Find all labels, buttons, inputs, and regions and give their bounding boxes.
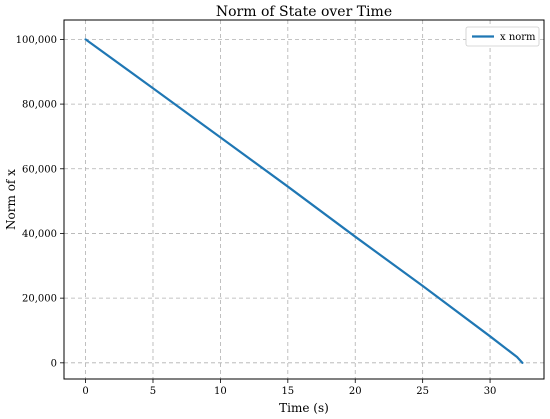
x-tick-label: 30 bbox=[484, 386, 497, 397]
plot-frame bbox=[63, 19, 545, 380]
y-tick-label: 60,000 bbox=[22, 164, 57, 175]
x-tick-label: 0 bbox=[82, 386, 88, 397]
legend: x norm bbox=[465, 26, 540, 47]
y-tick-label: 40,000 bbox=[22, 229, 57, 240]
x-tick-label: 10 bbox=[214, 386, 227, 397]
y-axis-label: Norm of x bbox=[4, 169, 18, 230]
x-axis-label: Time (s) bbox=[279, 401, 329, 415]
ticks-layer: 0 5 10 15 20 25 30 0 20,000 40,000 60,000 80,000 100… bbox=[16, 35, 497, 397]
y-tick-label: 80,000 bbox=[22, 100, 57, 111]
chart-title: Norm of State over Time bbox=[216, 4, 392, 20]
y-tick-label: 0 bbox=[51, 358, 57, 369]
series-layer bbox=[84, 38, 524, 364]
x-tick-label: 20 bbox=[349, 386, 362, 397]
grid-layer bbox=[64, 20, 544, 379]
y-tick-label: 20,000 bbox=[22, 294, 57, 305]
x-tick-label: 15 bbox=[281, 386, 294, 397]
y-tick-label: 100,000 bbox=[16, 35, 57, 46]
legend-label-x-norm: x norm bbox=[500, 32, 536, 43]
x-tick-label: 25 bbox=[416, 386, 429, 397]
series-line-x-norm bbox=[84, 38, 524, 364]
legend-box bbox=[465, 26, 540, 47]
x-tick-label: 5 bbox=[150, 386, 156, 397]
